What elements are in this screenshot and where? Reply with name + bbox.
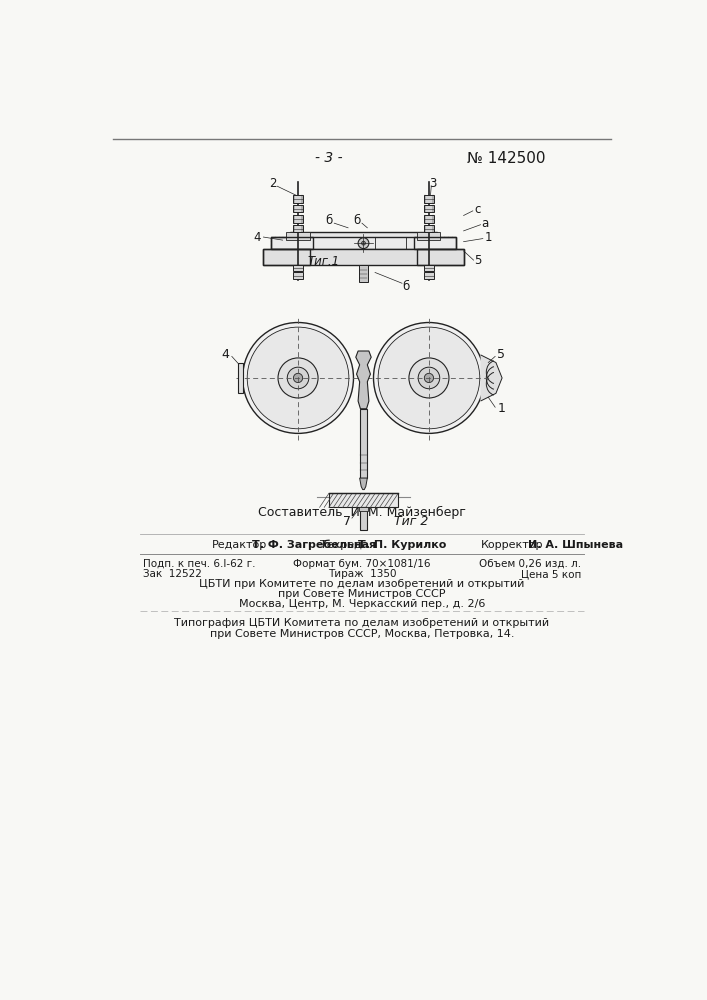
Circle shape [358,238,369,249]
Bar [423,272,434,279]
Bar [264,249,464,265]
Text: Тираж  1350: Тираж 1350 [328,569,396,579]
Text: И. А. Шпынева: И. А. Шпынева [527,540,623,550]
Text: Цена 5 коп: Цена 5 коп [521,569,581,579]
Bar [361,507,366,530]
Bar [359,265,368,282]
Text: 2: 2 [269,177,276,190]
Text: Объем 0,26 изд. л.: Объем 0,26 изд. л. [479,559,581,569]
Bar [293,225,303,232]
Text: Москва, Центр, М. Черкасский пер., д. 2/6: Москва, Центр, М. Черкасский пер., д. 2/… [239,599,485,609]
Polygon shape [238,363,243,393]
Polygon shape [356,351,371,409]
Bar [293,265,303,271]
Circle shape [243,323,354,433]
Text: 4: 4 [254,231,261,244]
Bar [293,195,303,203]
Circle shape [361,241,366,245]
Bar [423,195,434,203]
Text: Техред: Техред [320,540,361,550]
Text: 1: 1 [498,402,506,415]
Circle shape [373,323,484,433]
Text: Составитель  И. М. Майзенберг: Составитель И. М. Майзенберг [258,506,466,519]
Text: б: б [402,280,409,293]
Text: - 3 -: - 3 - [315,151,343,165]
Text: Редактор: Редактор [212,540,267,550]
Bar [375,237,406,249]
Bar [271,237,456,249]
Bar [286,232,310,240]
Bar [293,205,303,212]
Text: 7: 7 [343,515,351,528]
Circle shape [418,367,440,389]
Text: 1: 1 [484,231,492,244]
Text: 3: 3 [429,177,436,190]
Bar [359,507,368,511]
Text: Типография ЦБТИ Комитета по делам изобретений и открытий: Типография ЦБТИ Комитета по делам изобре… [175,618,549,628]
Text: a: a [481,217,489,230]
Text: ЦБТИ при Комитете по делам изобретений и открытий: ЦБТИ при Комитете по делам изобретений и… [199,579,525,589]
Text: Формат бум. 70×1081/16: Формат бум. 70×1081/16 [293,559,431,569]
Circle shape [378,327,480,429]
Circle shape [409,358,449,398]
Polygon shape [360,478,368,490]
Text: Подп. к печ. 6.I-62 г.: Подп. к печ. 6.I-62 г. [143,559,255,569]
Bar [423,215,434,223]
Bar [423,205,434,212]
Bar [293,215,303,223]
Text: Корректор: Корректор [481,540,544,550]
Bar [264,249,310,265]
Text: 5: 5 [474,254,481,267]
Bar [329,493,398,507]
Bar [313,237,414,249]
Bar [417,249,464,265]
Bar [423,265,434,271]
Text: Т. П. Курилко: Т. П. Курилко [358,540,447,550]
Bar [271,237,313,249]
Text: 5: 5 [497,348,506,361]
Circle shape [247,327,349,429]
Text: б: б [354,214,361,227]
Text: Τиг.1: Τиг.1 [308,255,339,268]
Circle shape [287,367,309,389]
Text: с: с [474,203,481,216]
Text: при Совете Министров СССР, Москва, Петровка, 14.: при Совете Министров СССР, Москва, Петро… [210,629,514,639]
Bar [423,225,434,232]
Bar [414,237,456,249]
Text: Т. Ф. Загребельная: Т. Ф. Загребельная [252,540,376,550]
Text: № 142500: № 142500 [467,151,546,166]
Circle shape [293,373,303,383]
Circle shape [424,373,433,383]
Text: б: б [325,214,332,227]
Text: 4: 4 [222,348,230,361]
Circle shape [278,358,318,398]
Bar [291,232,437,240]
Bar [417,232,440,240]
Bar [293,272,303,279]
Polygon shape [481,355,502,401]
Text: Зак  12522: Зак 12522 [143,569,201,579]
Text: Τиг 2: Τиг 2 [395,515,428,528]
Bar [360,409,368,478]
Text: при Совете Министров СССР: при Совете Министров СССР [278,589,445,599]
